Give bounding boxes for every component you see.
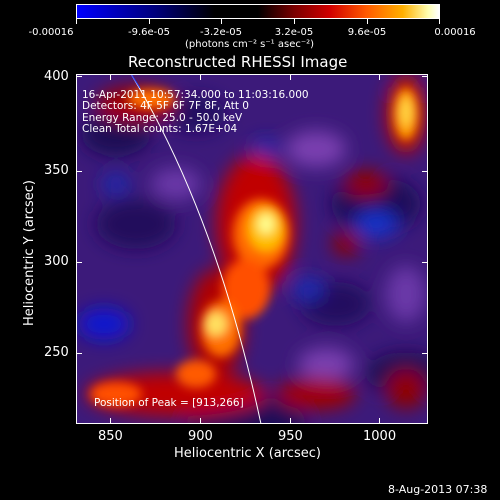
x-tick	[110, 418, 111, 424]
heatmap-svg	[76, 74, 428, 424]
x-tick	[200, 74, 201, 80]
solar-limb	[130, 74, 262, 424]
y-tick	[76, 353, 82, 354]
y-tick	[76, 262, 82, 263]
x-tick	[379, 418, 380, 424]
y-tick-label: 300	[44, 254, 69, 269]
plot-title: Reconstructed RHESSI Image	[128, 53, 348, 71]
footer-date: 8-Aug-2013 07:38	[388, 483, 488, 496]
y-tick	[422, 353, 428, 354]
colorbar-tick	[221, 19, 222, 24]
detectors-text: Detectors: 4F 5F 6F 7F 8F, Att 0	[82, 100, 249, 112]
colorbar-tick	[76, 19, 77, 24]
x-tick	[290, 418, 291, 424]
clean-total-counts-text: Clean Total counts: 1.67E+04	[82, 123, 238, 135]
colorbar-label: 9.6e-05	[347, 27, 387, 38]
colorbar-label: 0.00016	[434, 27, 476, 38]
x-tick	[200, 418, 201, 424]
x-tick-label: 850	[98, 429, 123, 444]
x-axis-label: Heliocentric X (arcsec)	[174, 446, 321, 461]
plot-frame	[76, 74, 428, 424]
x-tick-label: 900	[188, 429, 213, 444]
energy-range-text: Energy Range: 25.0 - 50.0 keV	[82, 112, 243, 124]
colorbar-units: (photons cm⁻² s⁻¹ asec⁻²)	[185, 39, 315, 50]
peak-position-text: Position of Peak = [913,266]	[94, 397, 244, 409]
colorbar-label: -0.00016	[28, 27, 74, 38]
rhessi-image	[76, 74, 428, 424]
colorbar-tick	[367, 19, 368, 24]
x-tick-label: 950	[278, 429, 303, 444]
x-tick	[110, 74, 111, 80]
colorbar-label: 3.2e-05	[274, 27, 314, 38]
colorbar-tick	[294, 19, 295, 24]
x-tick	[290, 74, 291, 80]
colorbar-tick	[149, 19, 150, 24]
colorbar-tick	[439, 19, 440, 24]
x-tick-label: 1000	[363, 429, 397, 444]
y-tick	[76, 76, 82, 77]
x-tick	[379, 74, 380, 80]
colorbar-label: -3.2e-05	[200, 27, 242, 38]
y-tick-label: 350	[44, 163, 69, 178]
y-tick	[422, 76, 428, 77]
y-tick	[422, 262, 428, 263]
colorbar	[76, 4, 440, 19]
y-tick-label: 400	[44, 69, 69, 84]
y-axis-label: Heliocentric Y (arcsec)	[22, 180, 37, 326]
time-range-text: 16-Apr-2011 10:57:34.000 to 11:03:16.000	[82, 89, 309, 101]
y-tick-label: 250	[44, 345, 69, 360]
y-tick	[76, 171, 82, 172]
limb-highlight	[130, 74, 141, 89]
y-tick	[422, 171, 428, 172]
colorbar-label: -9.6e-05	[128, 27, 170, 38]
